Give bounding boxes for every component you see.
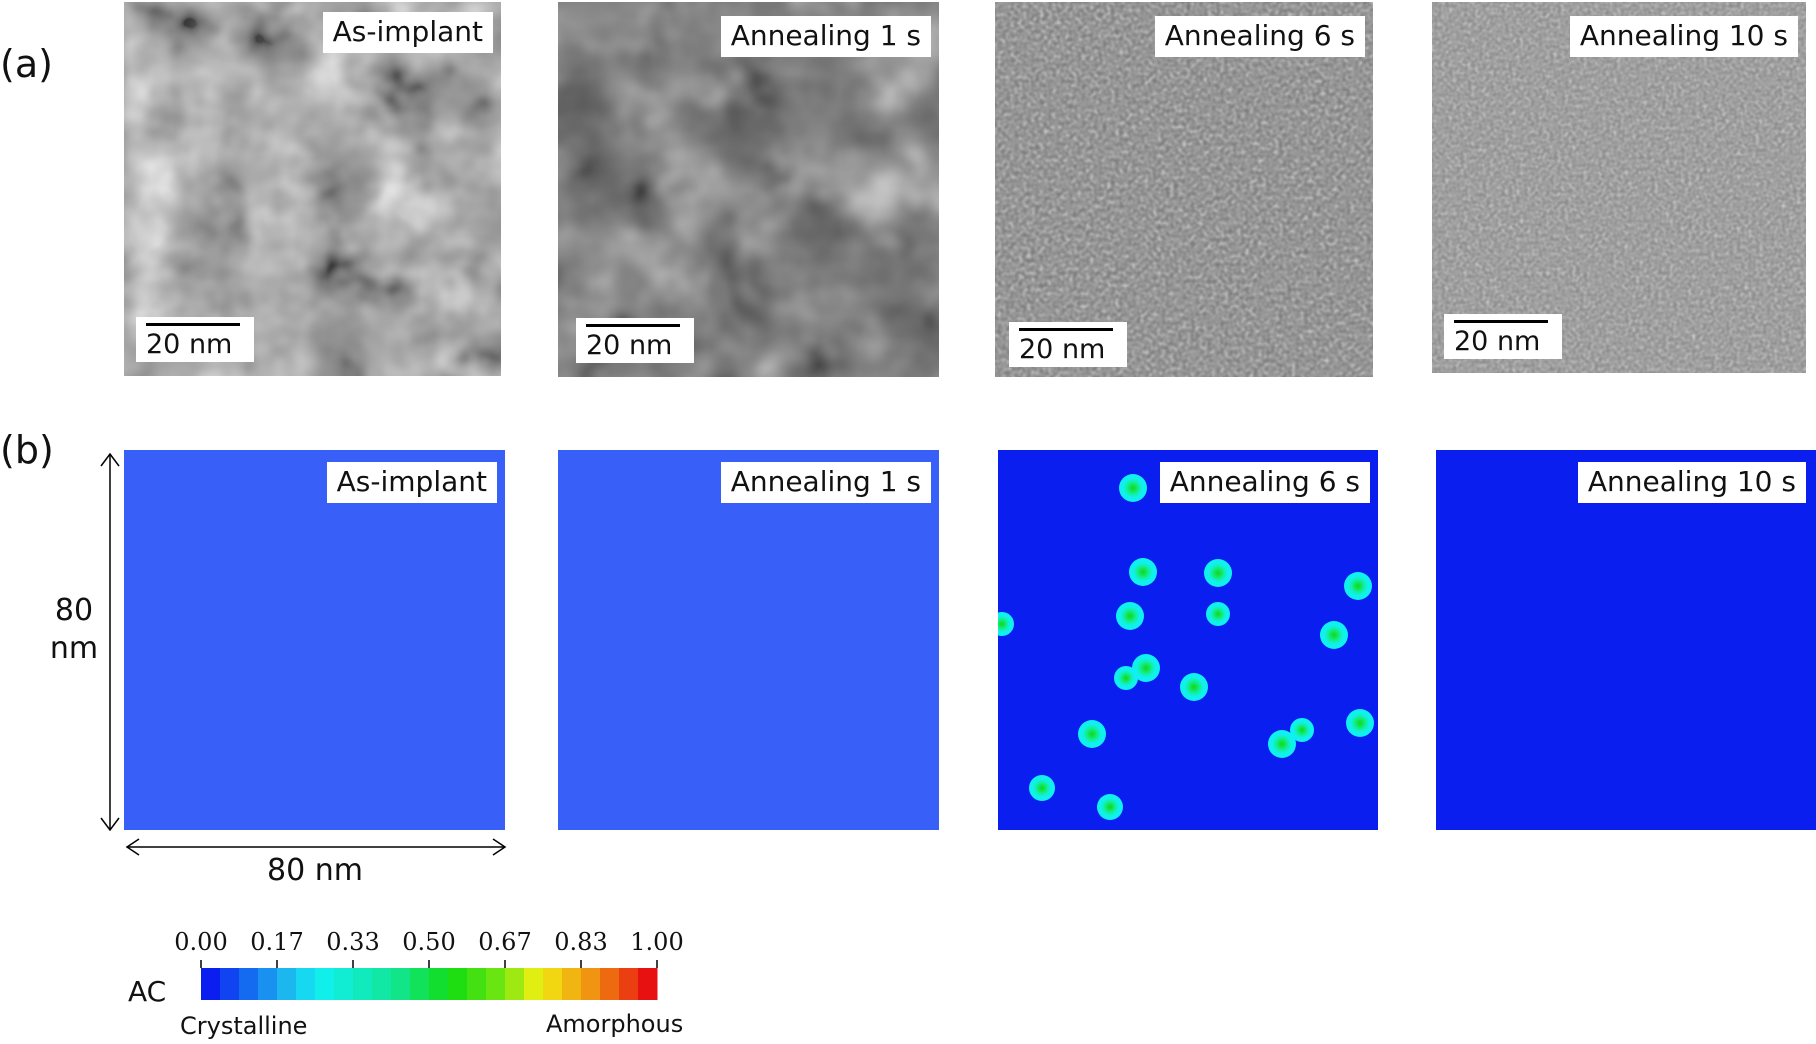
- row-label-a: (a): [0, 42, 53, 86]
- colorbar-block: [524, 968, 544, 1000]
- colorbar-block: [619, 968, 639, 1000]
- scale-bar: 20 nm: [576, 318, 694, 363]
- ac-map-annealing-10s: Annealing 10 s: [1436, 450, 1816, 830]
- tem-image-as-implant: As-implant 20 nm: [124, 2, 501, 376]
- colorbar-block: [201, 968, 221, 1000]
- scale-bar-text: 20 nm: [146, 329, 233, 360]
- scale-bar: 20 nm: [1444, 314, 1562, 359]
- colorbar-block: [600, 968, 620, 1000]
- vertical-dimension-unit: nm: [49, 631, 99, 666]
- vertical-dimension-arrow: [100, 452, 120, 832]
- scale-bar-text: 20 nm: [1019, 334, 1106, 365]
- colorbar-right-label: Amorphous: [546, 1010, 684, 1038]
- scale-bar: 20 nm: [1009, 322, 1127, 367]
- colorbar-tick-label: 0.17: [250, 928, 304, 956]
- scale-bar-text: 20 nm: [586, 330, 673, 361]
- colorbar-block: [505, 968, 525, 1000]
- colorbar-block: [486, 968, 506, 1000]
- panel-label: Annealing 1 s: [720, 462, 931, 503]
- horizontal-dimension-arrow: [125, 838, 507, 856]
- colorbar-left-label: Crystalline: [180, 1012, 308, 1040]
- vertical-dimension-label: 80 nm: [44, 592, 104, 668]
- colorbar-block: [334, 968, 354, 1000]
- panel-label: Annealing 1 s: [720, 16, 931, 57]
- colorbar-block: [638, 968, 658, 1000]
- ac-map-annealing-1s: Annealing 1 s: [558, 450, 939, 830]
- colorbar-tick-label: 0.50: [402, 928, 456, 956]
- colorbar-block: [467, 968, 487, 1000]
- colorbar-tick-label: 1.00: [630, 928, 684, 956]
- colorbar-block: [220, 968, 240, 1000]
- panel-label: As-implant: [322, 12, 493, 53]
- colorbar-block: [562, 968, 582, 1000]
- colorbar-block: [391, 968, 411, 1000]
- colorbar-block: [258, 968, 278, 1000]
- colorbar-block: [581, 968, 601, 1000]
- colorbar-block: [315, 968, 335, 1000]
- horizontal-dimension-label: 80 nm: [267, 853, 363, 888]
- scale-bar-text: 20 nm: [1454, 326, 1541, 357]
- colorbar-block: [277, 968, 297, 1000]
- colorbar-block: [296, 968, 316, 1000]
- ac-map-as-implant: As-implant: [124, 450, 505, 830]
- row-label-b: (b): [0, 428, 54, 472]
- panel-label: Annealing 10 s: [1577, 462, 1806, 503]
- tem-image-annealing-1s: Annealing 1 s 20 nm: [558, 2, 939, 377]
- colorbar-block: [429, 968, 449, 1000]
- panel-label: Annealing 10 s: [1569, 16, 1798, 57]
- vertical-dimension-value: 80: [54, 593, 94, 628]
- colorbar-block: [353, 968, 373, 1000]
- colorbar-block: [410, 968, 430, 1000]
- colorbar-tick-label: 0.67: [478, 928, 532, 956]
- panel-label: Annealing 6 s: [1154, 16, 1365, 57]
- colorbar-tick-label: 0.00: [174, 928, 228, 956]
- tem-image-annealing-6s: Annealing 6 s 20 nm: [995, 2, 1373, 377]
- colorbar-block: [543, 968, 563, 1000]
- ac-map-annealing-6s: Annealing 6 s: [998, 450, 1378, 830]
- panel-label: As-implant: [326, 462, 497, 503]
- panel-label: Annealing 6 s: [1159, 462, 1370, 503]
- colorbar-block: [448, 968, 468, 1000]
- colorbar-tick-label: 0.83: [554, 928, 608, 956]
- colorbar-block: [372, 968, 392, 1000]
- colorbar: [200, 960, 658, 1000]
- scale-bar: 20 nm: [136, 317, 254, 362]
- colorbar-block: [239, 968, 259, 1000]
- tem-image-annealing-10s: Annealing 10 s 20 nm: [1432, 2, 1806, 373]
- colorbar-tick-label: 0.33: [326, 928, 380, 956]
- colorbar-title: AC: [128, 975, 167, 1008]
